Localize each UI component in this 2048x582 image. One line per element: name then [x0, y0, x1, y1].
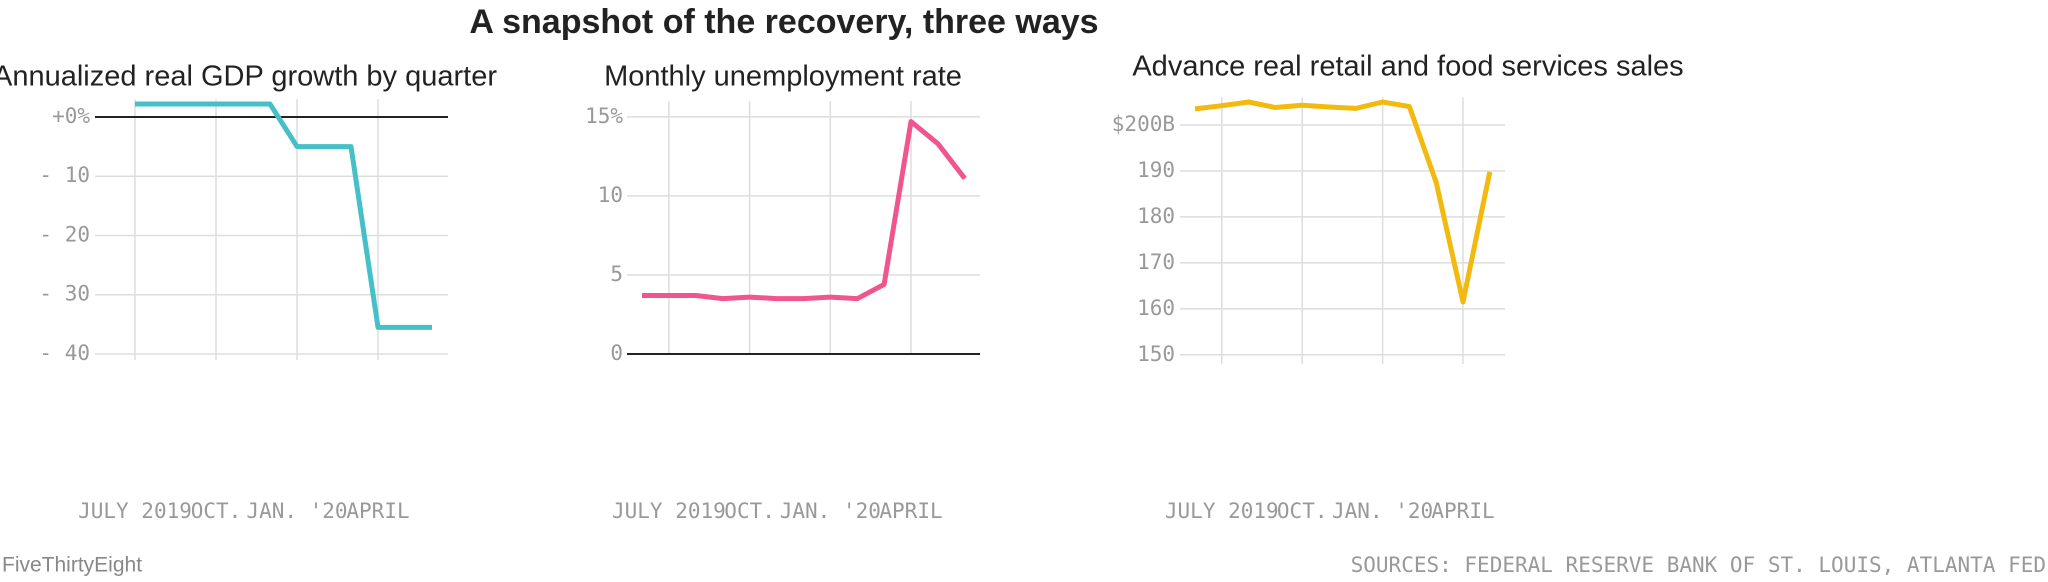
main-title: A snapshot of the recovery, three ways [469, 3, 1098, 41]
y-tick-label: - 30 [39, 282, 90, 306]
x-tick-label: JAN. '20 [1332, 499, 1433, 523]
x-tick-label: JAN. '20 [780, 499, 881, 523]
y-tick-label: - 20 [39, 222, 90, 246]
y-tick-label: $200B [1112, 112, 1175, 136]
y-tick-label: 180 [1137, 204, 1175, 228]
y-tick-label: 5 [610, 262, 623, 286]
x-tick-label: JULY 2019 [78, 499, 192, 523]
y-tick-label: 160 [1137, 296, 1175, 320]
y-tick-label: 10 [598, 183, 623, 207]
source: SOURCES: FEDERAL RESERVE BANK OF ST. LOU… [1351, 553, 2046, 577]
y-tick-label: - 40 [39, 341, 90, 365]
y-tick-label: 15% [585, 104, 623, 128]
panel-title: Monthly unemployment rate [604, 61, 962, 93]
y-tick-label: 150 [1137, 342, 1175, 366]
y-tick-label: +0% [52, 104, 90, 128]
x-tick-label: OCT. [724, 499, 775, 523]
x-tick-label: APRIL [879, 499, 942, 523]
data-line [135, 101, 432, 330]
brand: FiveThirtyEight [2, 554, 142, 577]
panel-title: Advance real retail and food services sa… [1132, 51, 1683, 83]
y-tick-label: - 10 [39, 163, 90, 187]
x-tick-label: JAN. '20 [246, 499, 347, 523]
x-tick-label: JULY 2019 [1165, 499, 1279, 523]
y-tick-label: 170 [1137, 250, 1175, 274]
x-tick-label: OCT. [1277, 499, 1328, 523]
y-tick-label: 0 [610, 341, 623, 365]
x-tick-label: JULY 2019 [612, 499, 726, 523]
panel-title: Annualized real GDP growth by quarter [0, 61, 497, 93]
data-line [642, 119, 967, 302]
x-tick-label: APRIL [1431, 499, 1494, 523]
data-line [1194, 99, 1493, 305]
x-tick-label: APRIL [346, 499, 409, 523]
x-tick-label: OCT. [191, 499, 242, 523]
y-tick-label: 190 [1137, 158, 1175, 182]
